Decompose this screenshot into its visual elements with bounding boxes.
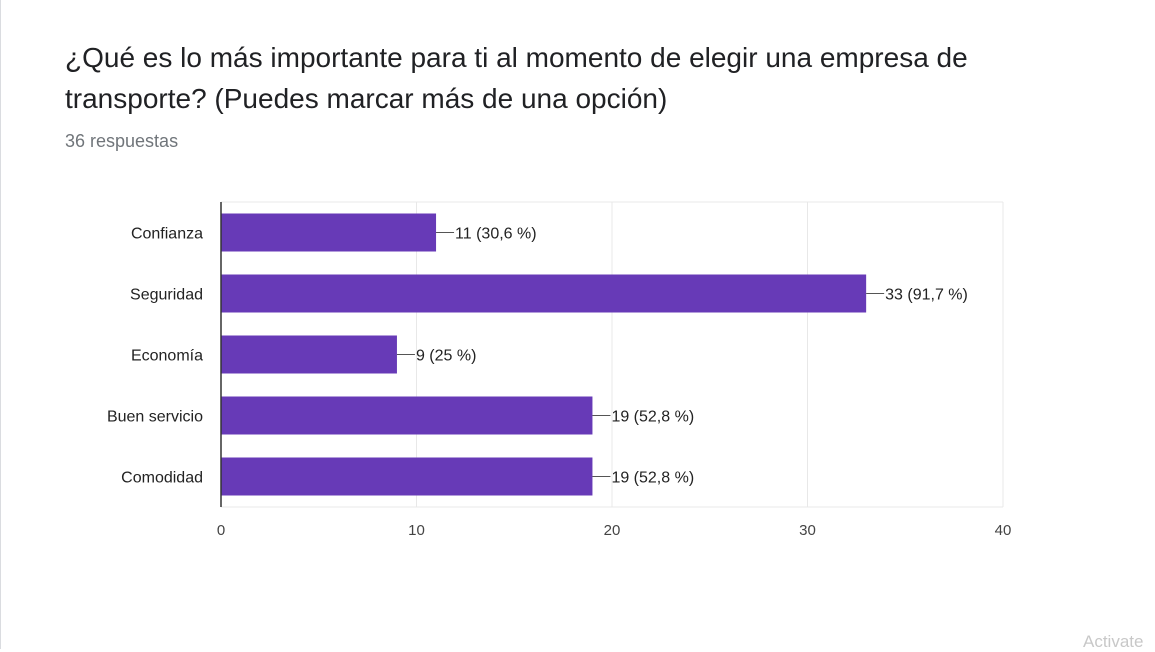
category-label: Confianza: [131, 226, 203, 243]
response-count: 36 respuestas: [65, 131, 179, 151]
data-label: 19 (52,8 %): [611, 470, 694, 487]
bar: [221, 396, 593, 435]
bar: [221, 274, 867, 313]
bar: [221, 457, 593, 496]
x-tick-label: 10: [408, 522, 425, 539]
category-label: Economía: [131, 348, 203, 365]
data-label: 11 (30,6 %): [455, 226, 537, 243]
activate-watermark: Activate: [1083, 632, 1144, 651]
question-title: ¿Qué es lo más importante para ti al mom…: [65, 42, 968, 114]
bar: [221, 335, 397, 374]
data-label: 19 (52,8 %): [611, 409, 694, 426]
x-tick-label: 0: [217, 522, 225, 539]
category-label: Seguridad: [130, 287, 203, 304]
category-label: Buen servicio: [107, 409, 203, 426]
data-label: 9 (25 %): [416, 348, 476, 365]
x-tick-label: 20: [604, 522, 621, 539]
category-label: Comodidad: [121, 470, 203, 487]
x-tick-label: 30: [799, 522, 816, 539]
x-tick-label: 40: [995, 522, 1012, 539]
data-label: 33 (91,7 %): [885, 287, 968, 304]
bar: [221, 213, 437, 252]
